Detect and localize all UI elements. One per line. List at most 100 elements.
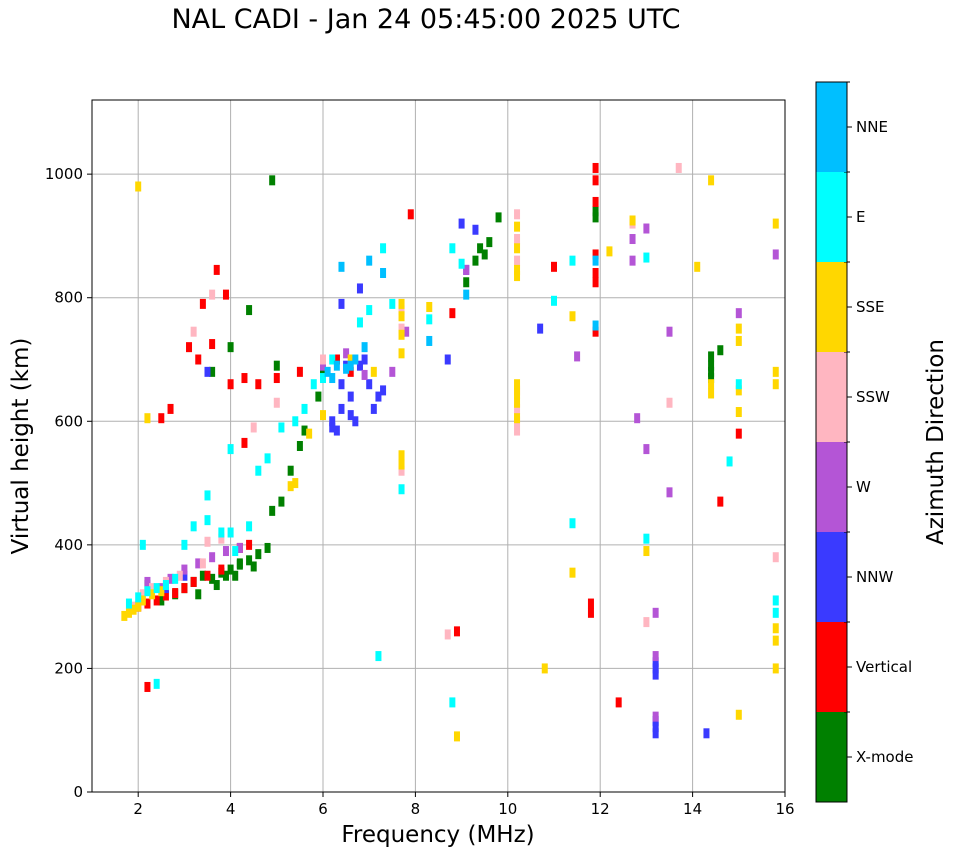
data-point	[592, 255, 599, 266]
series-w	[144, 223, 779, 722]
data-point	[352, 354, 359, 365]
data-point	[449, 308, 456, 319]
data-point	[370, 403, 377, 414]
data-point	[708, 379, 715, 390]
data-point	[398, 305, 405, 316]
data-point	[514, 379, 521, 390]
colorbar-tick-label: E	[856, 208, 865, 226]
data-point	[666, 326, 673, 337]
data-point	[296, 441, 303, 451]
data-point	[370, 366, 377, 377]
data-point	[735, 709, 742, 720]
data-point	[380, 243, 387, 254]
y-tick-label: 1000	[45, 165, 83, 183]
data-point	[514, 243, 521, 254]
data-point	[514, 403, 521, 414]
data-point	[708, 175, 715, 186]
data-point	[209, 552, 216, 563]
data-point	[495, 212, 502, 223]
data-point	[772, 595, 779, 606]
data-point	[615, 697, 622, 708]
data-point	[324, 366, 331, 377]
data-point	[398, 329, 405, 340]
data-point	[375, 651, 382, 662]
data-point	[772, 607, 779, 618]
colorbar-segment	[816, 442, 847, 532]
data-point	[569, 255, 576, 266]
colorbar-segment	[816, 82, 847, 172]
data-point	[167, 403, 174, 414]
colorbar-frame	[815, 81, 848, 803]
data-point	[172, 573, 179, 584]
data-point	[213, 580, 220, 591]
data-point	[629, 215, 636, 226]
data-point	[329, 373, 336, 384]
data-point	[426, 335, 433, 346]
data-point	[652, 663, 659, 674]
data-point	[361, 354, 368, 365]
data-point	[592, 249, 599, 260]
colorbar-segment	[816, 172, 847, 262]
data-point	[209, 366, 216, 377]
data-point	[772, 552, 779, 563]
data-point	[735, 335, 742, 346]
data-point	[181, 583, 188, 594]
data-point	[356, 317, 363, 328]
series-nnw	[162, 218, 710, 739]
data-point	[213, 264, 220, 275]
data-point	[708, 351, 715, 362]
data-point	[199, 298, 206, 309]
data-point	[222, 570, 229, 581]
data-point	[320, 410, 326, 421]
data-point	[195, 558, 202, 569]
data-point	[347, 354, 354, 365]
data-point	[458, 258, 465, 269]
data-point	[273, 360, 280, 371]
data-point	[708, 366, 715, 377]
data-point	[772, 635, 779, 646]
data-point	[135, 181, 142, 192]
y-axis-label: Virtual height (km)	[8, 338, 34, 555]
data-point	[186, 342, 193, 353]
data-point	[652, 711, 659, 722]
colorbar-segment	[816, 532, 847, 622]
data-point	[652, 669, 659, 680]
data-point	[389, 366, 396, 377]
data-point	[153, 595, 160, 606]
data-point	[634, 413, 641, 424]
data-point	[717, 345, 724, 356]
series-e	[125, 243, 779, 708]
data-point	[181, 570, 188, 581]
colorbar-label: Azimuth Direction	[923, 339, 949, 545]
data-point	[241, 437, 248, 448]
x-tick-label: 16	[775, 800, 794, 818]
data-point	[403, 326, 410, 337]
data-point	[264, 453, 271, 464]
data-point	[347, 366, 354, 377]
data-point	[514, 271, 521, 282]
data-point	[204, 515, 211, 526]
data-point	[643, 223, 650, 234]
data-point	[398, 450, 405, 461]
data-point	[708, 360, 715, 371]
data-point	[772, 623, 779, 634]
data-point	[514, 255, 521, 266]
data-point	[606, 246, 613, 257]
data-point	[426, 314, 433, 325]
data-point	[190, 521, 197, 532]
data-point	[320, 360, 326, 371]
data-point	[772, 218, 779, 229]
data-point	[551, 261, 557, 272]
data-point	[652, 657, 659, 668]
data-point	[204, 490, 211, 501]
data-point	[380, 385, 387, 396]
data-point	[629, 255, 636, 266]
data-point	[255, 549, 262, 560]
series-sse	[121, 175, 779, 742]
data-point	[514, 413, 521, 424]
data-point	[347, 410, 354, 421]
x-tick-label: 14	[683, 800, 702, 818]
data-point	[246, 555, 253, 566]
data-point	[227, 379, 234, 390]
data-point	[338, 261, 345, 272]
